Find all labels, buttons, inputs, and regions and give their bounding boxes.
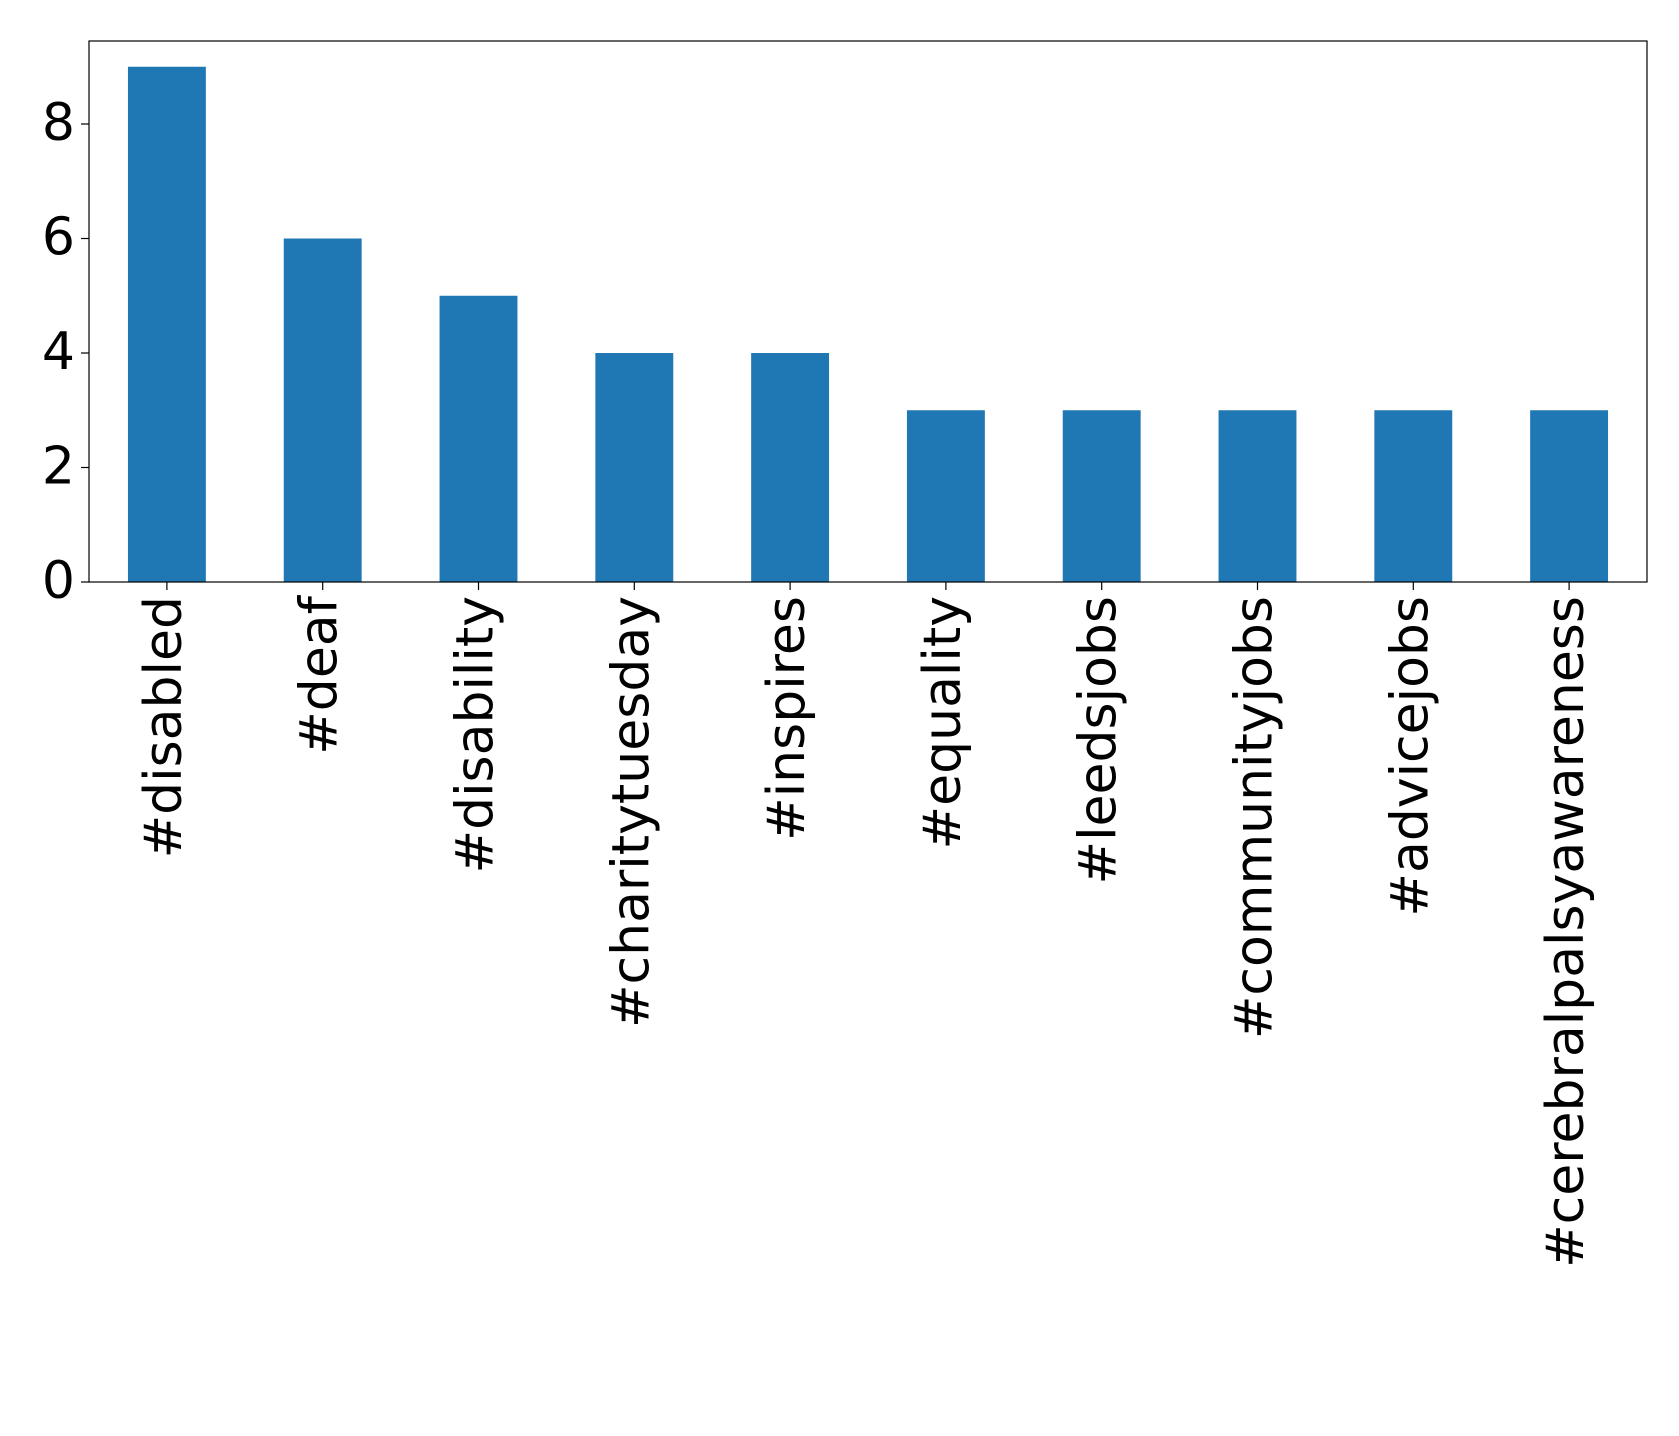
bar: [595, 353, 674, 582]
bar: [283, 238, 362, 582]
bar: [127, 66, 206, 582]
x-tick-label: #deaf: [290, 594, 350, 754]
y-tick-label: 6: [42, 208, 75, 268]
bar: [1374, 410, 1453, 582]
plot-frame: [88, 40, 1648, 583]
bar: [751, 353, 830, 582]
bar: [1218, 410, 1297, 582]
bar: [1530, 410, 1609, 582]
bar: [906, 410, 985, 582]
x-tick-label: #disabled: [134, 596, 194, 858]
y-tick-label: 0: [42, 551, 75, 611]
y-tick-label: 4: [42, 322, 75, 382]
y-tick-label: 2: [42, 437, 75, 497]
x-tick-label: #advicejobs: [1380, 596, 1440, 917]
bar: [439, 295, 518, 582]
bar: [1062, 410, 1141, 582]
x-tick-label: #leedsjobs: [1069, 596, 1129, 884]
x-tick-label: #disability: [446, 596, 506, 874]
x-tick-label: #inspires: [757, 596, 817, 841]
x-tick-label: #equality: [913, 596, 973, 849]
x-tick-label: #cerebralpalsyawareness: [1536, 596, 1596, 1268]
x-tick-label: #communityjobs: [1225, 596, 1285, 1039]
x-tick-label: #charitytuesday: [601, 596, 661, 1028]
y-tick-label: 8: [42, 93, 75, 153]
